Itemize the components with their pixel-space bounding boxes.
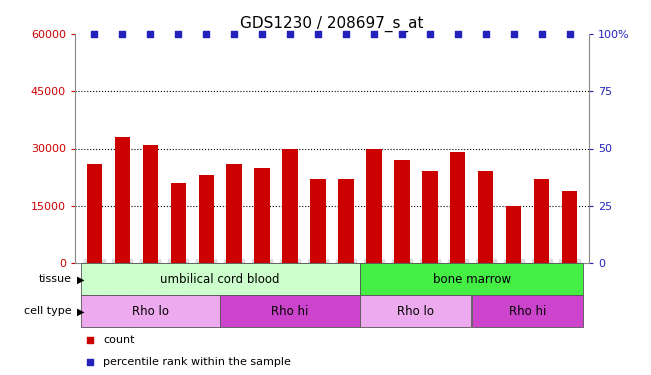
Bar [360,296,471,327]
Text: Rho hi: Rho hi [271,305,309,318]
Bar [81,296,220,327]
Text: umbilical cord blood: umbilical cord blood [160,273,280,286]
Bar [311,179,326,263]
Text: cell type: cell type [24,306,72,316]
Text: Rho lo: Rho lo [132,305,169,318]
Bar [478,171,493,263]
Point [89,31,100,37]
Bar [506,206,521,263]
Bar [367,148,381,263]
Point [201,31,212,37]
Point [229,31,240,37]
Point [368,31,379,37]
Bar [283,148,298,263]
Text: ▶: ▶ [77,274,85,284]
Text: tissue: tissue [38,274,72,284]
Text: bone marrow: bone marrow [433,273,511,286]
Point [173,31,184,37]
Title: GDS1230 / 208697_s_at: GDS1230 / 208697_s_at [240,16,424,32]
Point [117,31,128,37]
Bar [472,296,583,327]
Bar [339,179,353,263]
Bar [81,263,360,296]
Bar [87,164,102,263]
Bar [450,152,465,263]
Bar [422,171,437,263]
Bar [227,164,242,263]
Bar [115,137,130,263]
Text: percentile rank within the sample: percentile rank within the sample [103,357,291,367]
Point [396,31,407,37]
Text: Rho hi: Rho hi [509,305,546,318]
Point [313,31,324,37]
Point [536,31,547,37]
Point [85,358,96,364]
Point [564,31,575,37]
Bar [171,183,186,263]
Point [424,31,435,37]
Bar [143,145,158,263]
Point [285,31,296,37]
Bar [562,190,577,263]
Bar [199,175,214,263]
Text: ▶: ▶ [77,306,85,316]
Point [145,31,156,37]
Point [480,31,491,37]
Point [85,337,96,343]
Text: count: count [103,334,135,345]
Text: Rho lo: Rho lo [397,305,434,318]
Bar [221,296,360,327]
Bar [255,168,270,263]
Bar [360,263,583,296]
Bar [534,179,549,263]
Point [340,31,351,37]
Point [452,31,463,37]
Bar [395,160,409,263]
Point [508,31,519,37]
Point [257,31,268,37]
